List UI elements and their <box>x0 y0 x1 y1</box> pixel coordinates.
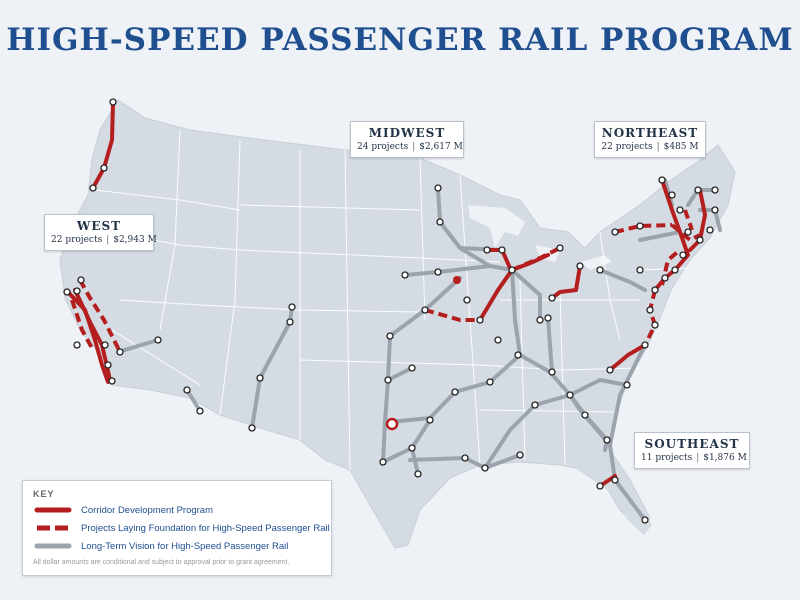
des-moines-marker <box>453 276 461 284</box>
region-name: SOUTHEAST <box>644 437 740 451</box>
region-projects: 11 projects <box>641 453 693 463</box>
region-stats: 22 projects | $2,943 M <box>51 235 157 245</box>
foundation-routes <box>70 209 701 353</box>
region-box-southeast[interactable]: SOUTHEAST 11 projects | $1,876 M <box>634 432 750 469</box>
region-name: NORTHEAST <box>601 126 699 140</box>
separator: | <box>412 142 416 152</box>
region-stats: 24 projects | $2,617 M <box>357 142 463 152</box>
region-box-west[interactable]: WEST 22 projects | $2,943 M <box>44 214 157 251</box>
region-projects: 22 projects <box>601 142 653 152</box>
key-label: Projects Laying Foundation for High-Spee… <box>81 522 330 534</box>
region-name: MIDWEST <box>368 126 446 140</box>
gray-line-icon <box>34 543 72 549</box>
great-lakes <box>468 205 612 270</box>
stations <box>63 98 719 524</box>
key-label: Corridor Development Program <box>81 504 213 516</box>
region-stats: 11 projects | $1,876 M <box>641 453 747 463</box>
page-title: HIGH-SPEED PASSENGER RAIL PROGRAM <box>6 22 794 58</box>
map-key: KEY Corridor Development Program Project… <box>22 480 332 576</box>
key-row-foundation: Projects Laying Foundation for High-Spee… <box>33 521 330 535</box>
key-note: All dollar amounts are conditional and s… <box>33 559 290 566</box>
region-projects: 24 projects <box>357 142 409 152</box>
separator: | <box>106 235 110 245</box>
region-amount: $1,876 M <box>703 453 747 463</box>
separator: | <box>696 453 700 463</box>
region-box-midwest[interactable]: MIDWEST 24 projects | $2,617 M <box>350 121 464 158</box>
key-row-long-term: Long-Term Vision for High-Speed Passenge… <box>33 539 288 553</box>
region-amount: $2,617 M <box>419 142 463 152</box>
region-name: WEST <box>76 219 122 233</box>
separator: | <box>656 142 660 152</box>
region-box-northeast[interactable]: NORTHEAST 22 projects | $485 M <box>594 121 706 158</box>
region-amount: $2,943 M <box>113 235 157 245</box>
key-title: KEY <box>33 489 55 499</box>
dallas-ring-marker <box>385 417 399 431</box>
key-label: Long-Term Vision for High-Speed Passenge… <box>81 540 289 552</box>
key-row-corridor: Corridor Development Program <box>33 503 213 517</box>
florida-shape <box>575 468 652 535</box>
region-projects: 22 projects <box>51 235 103 245</box>
region-stats: 22 projects | $485 M <box>601 142 699 152</box>
region-amount: $485 M <box>663 142 699 152</box>
solid-red-line-icon <box>34 507 72 513</box>
dashed-red-line-icon <box>37 525 69 531</box>
